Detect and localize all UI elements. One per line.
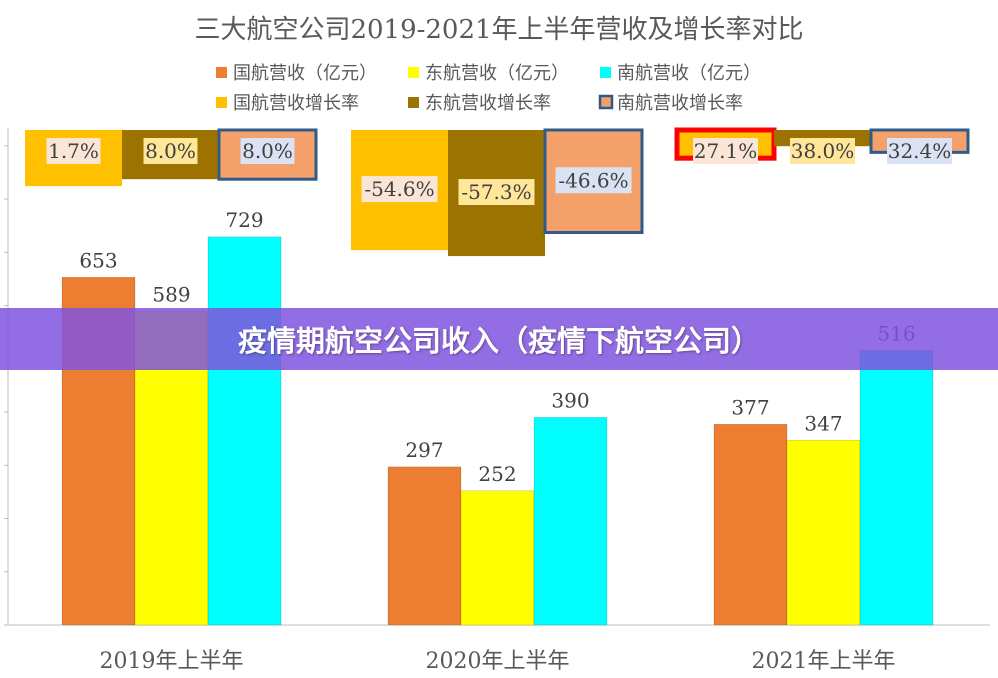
growth-label-bg <box>143 138 198 164</box>
legend-label: 东航营收（亿元） <box>425 63 569 84</box>
legend-swatch <box>598 94 614 110</box>
growth-label-bg <box>458 179 535 206</box>
bar-value-label: 390 <box>551 388 589 412</box>
growth-label-bg <box>790 138 855 164</box>
growth-label-bg <box>887 138 952 164</box>
bar <box>786 440 861 626</box>
legend-swatch <box>600 67 611 78</box>
bar <box>533 417 608 626</box>
bar-value-label: 347 <box>804 411 842 435</box>
x-tick-label: 2019年上半年 <box>100 649 244 674</box>
growth-value-label: 27.1% <box>694 139 758 163</box>
bar <box>713 424 788 626</box>
growth-value-label: -57.3% <box>461 180 531 204</box>
bar-value-label: 297 <box>405 438 443 462</box>
bar <box>387 466 462 626</box>
growth-value-label: 32.4% <box>888 139 952 163</box>
growth-value-label: 1.7% <box>48 139 99 163</box>
growth-value-label: -54.6% <box>364 177 434 201</box>
growth-label-bg <box>361 176 438 203</box>
legend-swatch <box>216 97 227 108</box>
legend-label: 东航营收增长率 <box>425 93 551 114</box>
bar <box>460 490 535 626</box>
bar-value-label: 252 <box>478 462 516 486</box>
growth-label-bg <box>240 138 295 164</box>
bar <box>859 350 934 626</box>
bar-value-label: 729 <box>225 208 263 232</box>
bar <box>207 236 282 626</box>
growth-value-label: -46.6% <box>558 168 628 192</box>
legend-label: 南航营收增长率 <box>617 93 743 114</box>
legend-label: 南航营收（亿元） <box>617 63 761 84</box>
banner-text: 疫情期航空公司收入（疫情下航空公司） <box>237 324 760 358</box>
growth-label-bg <box>693 138 758 164</box>
legend-label: 国航营收（亿元） <box>233 63 377 84</box>
bar-value-label: 589 <box>152 282 190 306</box>
legend-swatch <box>216 67 227 78</box>
legend-swatch <box>408 67 419 78</box>
growth-label-bg <box>46 138 101 164</box>
growth-value-label: 8.0% <box>242 139 293 163</box>
growth-label-bg <box>555 167 632 194</box>
legend-label: 国航营收增长率 <box>233 93 359 114</box>
bar-value-label: 653 <box>79 248 117 272</box>
chart-title: 三大航空公司2019-2021年上半年营收及增长率对比 <box>194 15 803 45</box>
x-tick-label: 2020年上半年 <box>426 649 570 674</box>
x-tick-label: 2021年上半年 <box>752 649 896 674</box>
growth-value-label: 8.0% <box>145 139 196 163</box>
bar-value-label: 377 <box>731 395 769 419</box>
overlay-banner: 疫情期航空公司收入（疫情下航空公司） <box>0 308 998 370</box>
growth-value-label: 38.0% <box>791 139 855 163</box>
legend-swatch <box>408 97 419 108</box>
